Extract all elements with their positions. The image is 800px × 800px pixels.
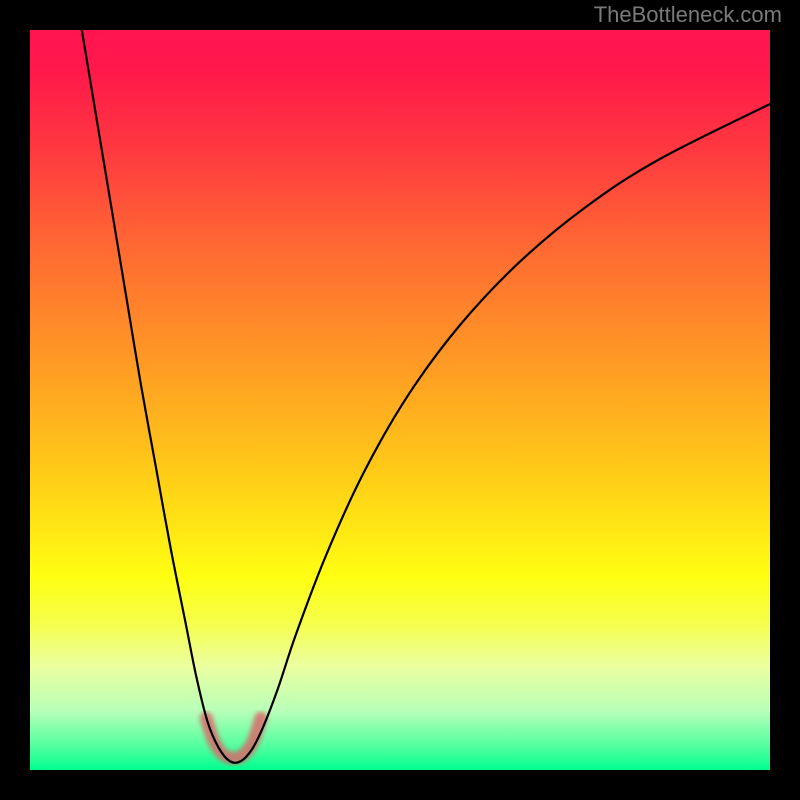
- gradient-background: [30, 30, 770, 770]
- figure-root: TheBottleneck.com: [0, 0, 800, 800]
- plot-area: [30, 30, 770, 770]
- chart-svg: [30, 30, 770, 770]
- watermark-text: TheBottleneck.com: [594, 2, 782, 28]
